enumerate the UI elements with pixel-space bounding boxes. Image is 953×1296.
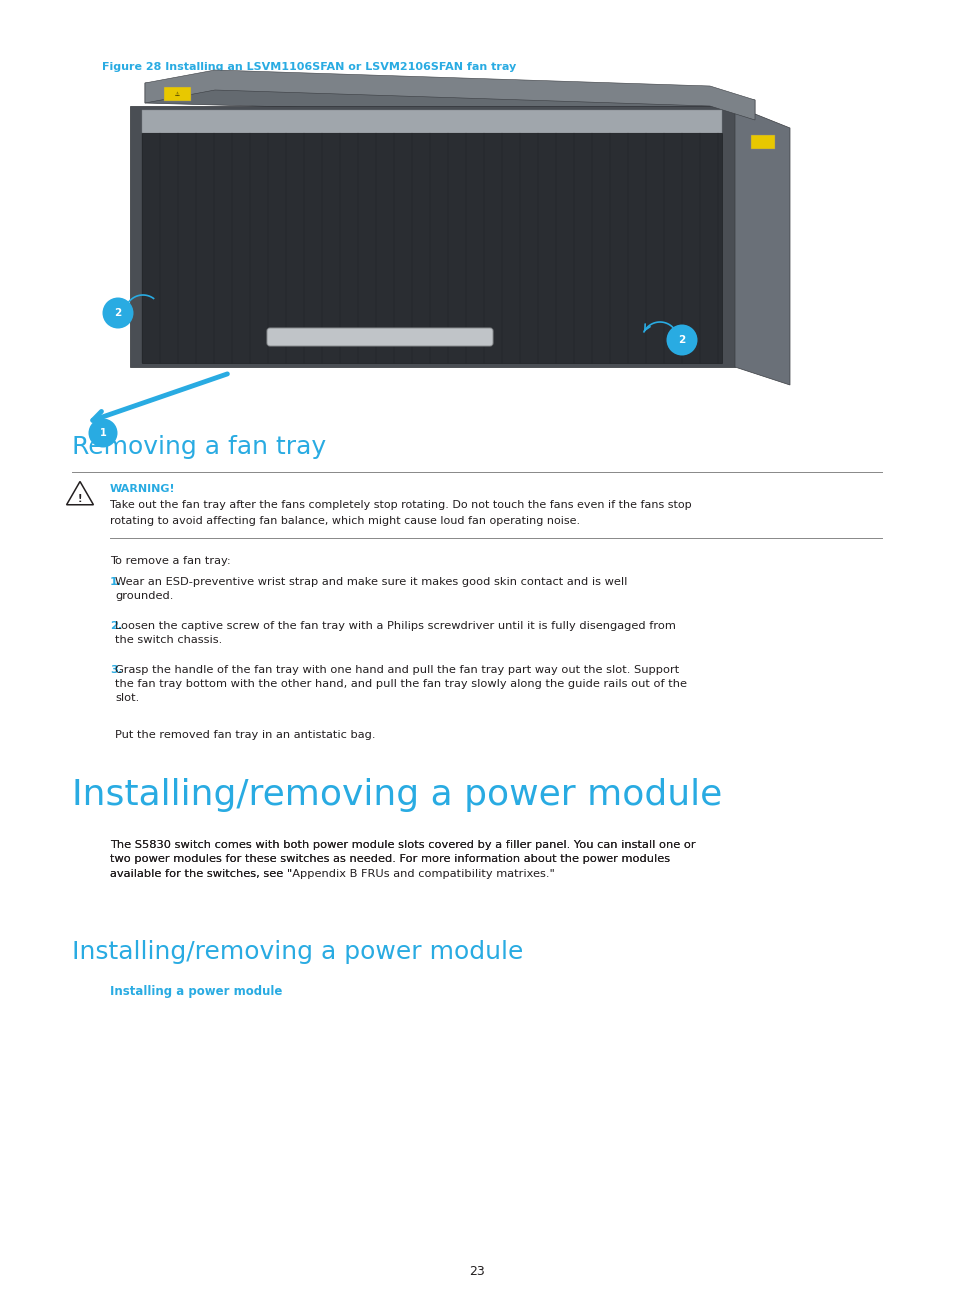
Text: 23: 23: [469, 1265, 484, 1278]
Text: Grasp the handle of the fan tray with one hand and pull the fan tray part way ou: Grasp the handle of the fan tray with on…: [115, 665, 686, 702]
Text: Wear an ESD-preventive wrist strap and make sure it makes good skin contact and : Wear an ESD-preventive wrist strap and m…: [115, 577, 627, 601]
Text: To remove a fan tray:: To remove a fan tray:: [110, 556, 231, 566]
Polygon shape: [142, 110, 721, 133]
FancyBboxPatch shape: [750, 135, 774, 149]
FancyBboxPatch shape: [267, 328, 493, 346]
Text: 2: 2: [678, 334, 685, 345]
Text: ⚠: ⚠: [175, 92, 180, 96]
FancyBboxPatch shape: [164, 87, 191, 101]
Text: Removing a fan tray: Removing a fan tray: [71, 435, 326, 459]
Circle shape: [666, 324, 697, 355]
Polygon shape: [142, 133, 721, 363]
Text: 1: 1: [99, 428, 107, 438]
Polygon shape: [145, 83, 754, 121]
Text: Installing/removing a power module: Installing/removing a power module: [71, 940, 523, 964]
Polygon shape: [130, 106, 734, 367]
Text: Installing a power module: Installing a power module: [110, 985, 282, 998]
Text: 2.: 2.: [110, 621, 122, 631]
Text: The S5830 switch comes with both power module slots covered by a filler panel. Y: The S5830 switch comes with both power m…: [110, 840, 695, 879]
Text: rotating to avoid affecting fan balance, which might cause loud fan operating no: rotating to avoid affecting fan balance,…: [110, 516, 579, 526]
Text: Put the removed fan tray in an antistatic bag.: Put the removed fan tray in an antistati…: [115, 730, 375, 740]
Text: Loosen the captive screw of the fan tray with a Philips screwdriver until it is : Loosen the captive screw of the fan tray…: [115, 621, 675, 645]
Text: available for the switches, see "Appendix B FRUs and compatibility matrixes.": available for the switches, see "Appendi…: [110, 872, 555, 883]
Circle shape: [89, 419, 117, 447]
Polygon shape: [734, 106, 789, 385]
Text: 3.: 3.: [110, 665, 122, 675]
Circle shape: [102, 298, 133, 328]
Text: Figure 28 Installing an LSVM1106SFAN or LSVM2106SFAN fan tray: Figure 28 Installing an LSVM1106SFAN or …: [102, 62, 516, 73]
Text: 1.: 1.: [110, 577, 122, 587]
Text: !: !: [77, 494, 82, 504]
Text: WARNING!: WARNING!: [110, 483, 175, 494]
Text: 2: 2: [114, 308, 121, 318]
Text: The S5830 switch comes with both power module slots covered by a filler panel. Y: The S5830 switch comes with both power m…: [110, 840, 695, 879]
Text: Installing/removing a power module: Installing/removing a power module: [71, 778, 721, 813]
Text: Take out the fan tray after the fans completely stop rotating. Do not touch the : Take out the fan tray after the fans com…: [110, 500, 691, 511]
Text: The S5830 switch comes with both power module slots covered by a filler panel. Y: The S5830 switch comes with both power m…: [110, 840, 695, 879]
Polygon shape: [145, 70, 754, 121]
